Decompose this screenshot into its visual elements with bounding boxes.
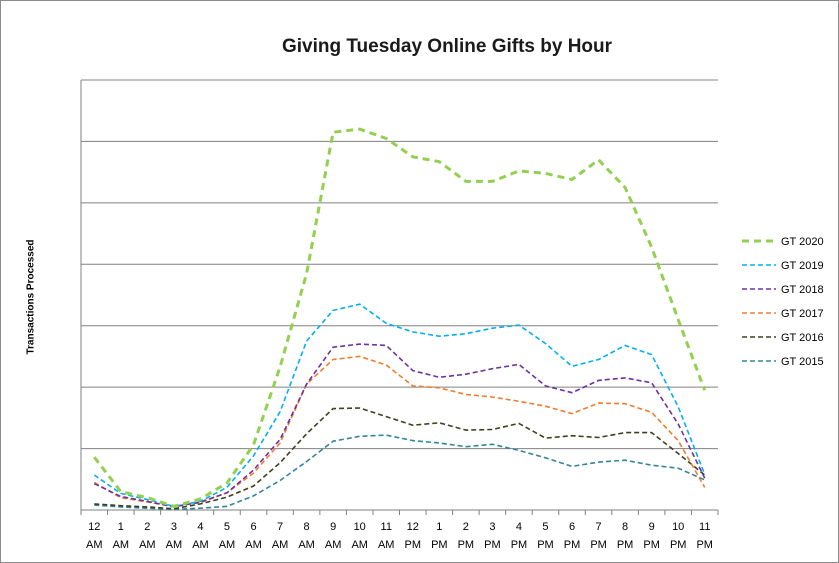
x-tick-label-ampm: AM bbox=[86, 539, 103, 551]
series-line-gt-2020 bbox=[93, 127, 707, 508]
x-tick-label-ampm: PM bbox=[670, 539, 687, 551]
x-tick-label-hour: 9 bbox=[330, 521, 336, 533]
x-tick-label-ampm: PM bbox=[696, 539, 713, 551]
x-tick-label-ampm: PM bbox=[484, 539, 501, 551]
series-lines bbox=[93, 127, 707, 511]
x-tick-label-ampm: PM bbox=[537, 539, 554, 551]
x-tick-label-hour: 1 bbox=[436, 521, 442, 533]
x-tick-label-ampm: AM bbox=[166, 539, 183, 551]
legend-label: GT 2019 bbox=[781, 260, 824, 272]
x-tick-label-hour: 3 bbox=[489, 521, 495, 533]
x-tick-label-hour: 5 bbox=[542, 521, 548, 533]
x-tick-label-ampm: PM bbox=[590, 539, 607, 551]
series-line-gt-2019 bbox=[93, 303, 706, 508]
legend-label: GT 2016 bbox=[781, 332, 824, 344]
x-tick-label-hour: 12 bbox=[407, 521, 419, 533]
x-tick-label-hour: 5 bbox=[224, 521, 230, 533]
legend-label: GT 2015 bbox=[781, 356, 824, 368]
chart-title: Giving Tuesday Online Gifts by Hour bbox=[281, 36, 613, 57]
x-tick-label-ampm: AM bbox=[351, 539, 368, 551]
x-tick-label-hour: 10 bbox=[672, 521, 684, 533]
x-tick-label-hour: 10 bbox=[354, 521, 366, 533]
legend: GT 2020 GT 2019 GT 2018 GT 2017 GT 2016 GT 20… bbox=[742, 236, 824, 368]
x-tick-label-ampm: AM bbox=[378, 539, 395, 551]
x-tick-label-ampm: PM bbox=[643, 539, 660, 551]
x-tick-label-ampm: AM bbox=[192, 539, 209, 551]
x-tick-label-ampm: AM bbox=[272, 539, 289, 551]
x-tick-label-ampm: PM bbox=[617, 539, 634, 551]
x-tick-label-hour: 8 bbox=[622, 521, 628, 533]
legend-label: GT 2020 bbox=[781, 236, 824, 248]
x-tick-label-hour: 12 bbox=[88, 521, 100, 533]
x-tick-label-hour: 4 bbox=[516, 521, 522, 533]
x-tick-label-ampm: AM bbox=[298, 539, 315, 551]
legend-label: GT 2018 bbox=[781, 284, 824, 296]
x-tick-label-ampm: PM bbox=[564, 539, 581, 551]
x-tick-label-hour: 2 bbox=[144, 521, 150, 533]
x-tick-label-hour: 4 bbox=[197, 521, 203, 533]
x-tick-label-ampm: AM bbox=[139, 539, 156, 551]
x-tick-label-ampm: AM bbox=[245, 539, 262, 551]
x-tick-label-hour: 6 bbox=[569, 521, 575, 533]
x-tick-label-hour: 2 bbox=[463, 521, 469, 533]
x-tick-label-hour: 11 bbox=[699, 521, 710, 533]
x-tick-label-hour: 7 bbox=[277, 521, 283, 533]
x-tick-label-ampm: PM bbox=[458, 539, 475, 551]
x-tick-label-hour: 6 bbox=[250, 521, 256, 533]
x-tick-label-ampm: PM bbox=[431, 539, 448, 551]
x-tick-label-ampm: PM bbox=[511, 539, 528, 551]
x-tick-label-ampm: PM bbox=[405, 539, 422, 551]
series-line-gt-2016 bbox=[94, 407, 706, 510]
x-tick-label-hour: 7 bbox=[596, 521, 602, 533]
x-tick-label-hour: 11 bbox=[381, 521, 392, 533]
x-tick-label-ampm: AM bbox=[325, 539, 342, 551]
x-tick-label-ampm: AM bbox=[113, 539, 130, 551]
x-tick-label-hour: 9 bbox=[649, 521, 655, 533]
x-tick-label-hour: 8 bbox=[304, 521, 310, 533]
x-tick-labels: 12AM1AM2AM3AM4AM5AM6AM7AM8AM9AM10AM11AM1… bbox=[86, 521, 713, 551]
x-tick-label-hour: 3 bbox=[171, 521, 177, 533]
axes bbox=[80, 80, 719, 515]
series-line-gt-2018 bbox=[93, 343, 706, 508]
x-tick-label-ampm: AM bbox=[219, 539, 236, 551]
legend-label: GT 2017 bbox=[781, 308, 824, 320]
series-line-gt-2015 bbox=[94, 434, 706, 511]
gridlines bbox=[81, 79, 718, 450]
x-tick-label-hour: 1 bbox=[118, 521, 124, 533]
